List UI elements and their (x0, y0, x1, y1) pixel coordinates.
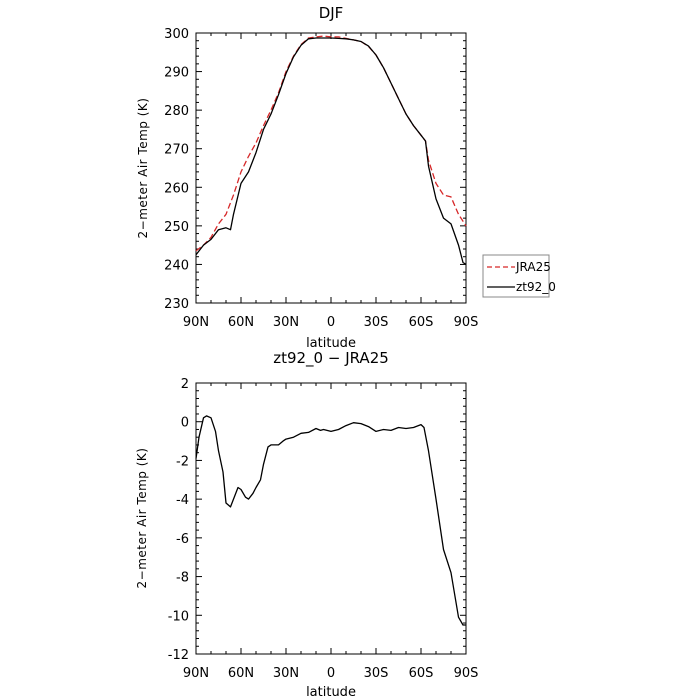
x-tick-label: 30N (273, 315, 299, 330)
x-tick-label: 60N (228, 315, 254, 330)
x-tick-label: 30S (364, 315, 389, 330)
y-tick-label: 300 (164, 27, 189, 42)
y-axis-ticks: -12 -10 -8 -6 -4 -2 0 2 (168, 377, 466, 663)
chart-title: zt92_0 − JRA25 (273, 349, 389, 368)
x-tick-label: 90S (454, 666, 479, 681)
legend: JRA25 zt92_0 (482, 254, 556, 298)
y-tick-label: -6 (176, 532, 189, 547)
legend-label-zt92: zt92_0 (516, 280, 556, 294)
x-axis-ticks: 90N 60N 30N 0 30S 60S 90S (183, 383, 479, 681)
y-tick-label: -10 (168, 609, 189, 624)
x-tick-label: 90S (454, 315, 479, 330)
y-axis-ticks: 230 240 250 260 270 280 290 300 (164, 27, 466, 312)
y-tick-label: 2 (181, 377, 189, 392)
chart-title: DJF (319, 4, 344, 22)
x-tick-label: 0 (327, 315, 335, 330)
series-lines (195, 35, 467, 265)
y-axis-label: 2−meter Air Temp (K) (135, 448, 149, 589)
x-tick-label: 90N (183, 315, 209, 330)
y-tick-label: 280 (164, 104, 189, 119)
x-tick-label: 90N (183, 666, 209, 681)
y-tick-label: -4 (176, 493, 189, 508)
legend-label-jra25: JRA25 (515, 260, 551, 274)
x-axis-ticks: 90N 60N 30N 0 30S 60S 90S (183, 33, 479, 330)
x-axis-label: latitude (306, 336, 356, 351)
y-axis-label: 2−meter Air Temp (K) (136, 98, 150, 239)
plot-area-frame (195, 382, 467, 655)
y-tick-label: -2 (176, 454, 189, 469)
x-tick-label: 30N (273, 666, 299, 681)
x-tick-label: 60N (228, 666, 254, 681)
y-tick-label: 290 (164, 66, 189, 81)
y-tick-label: 250 (164, 220, 189, 235)
y-tick-label: 260 (164, 181, 189, 196)
series-lines (195, 415, 466, 626)
y-tick-label: 0 (181, 416, 189, 431)
legend-box (482, 254, 550, 298)
series-line-zt92-0 (195, 37, 467, 265)
y-tick-label: 240 (164, 258, 189, 273)
bottom-panel: zt92_0 − JRA25 -12 -10 -8 -6 -4 -2 0 2 90N 60N 30… (135, 349, 478, 700)
x-tick-label: 60S (409, 666, 434, 681)
x-tick-label: 60S (409, 315, 434, 330)
plot-area-frame (195, 32, 467, 304)
y-tick-label: 230 (164, 297, 189, 312)
y-tick-label: -8 (176, 571, 189, 586)
x-tick-label: 0 (327, 666, 335, 681)
x-tick-label: 30S (364, 666, 389, 681)
x-axis-label: latitude (306, 685, 356, 700)
series-line-difference (195, 415, 466, 626)
top-panel: DJF 230 240 250 260 270 280 290 300 90N 60N 30N 0 3… (136, 4, 478, 351)
y-tick-label: 270 (164, 143, 189, 158)
y-tick-label: -12 (168, 648, 189, 663)
